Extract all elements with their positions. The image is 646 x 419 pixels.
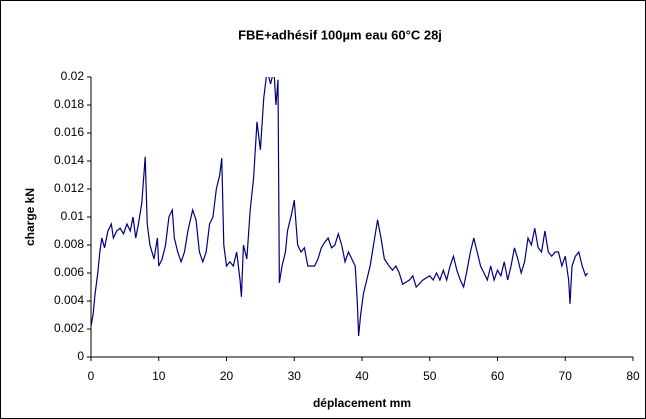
y-tick-label: 0.008 — [54, 237, 84, 251]
y-tick-label: 0.018 — [54, 97, 84, 111]
y-tick-label: 0.006 — [54, 265, 84, 279]
y-tick-label: 0.012 — [54, 181, 84, 195]
x-tick-label: 80 — [626, 369, 640, 383]
data-line — [91, 77, 589, 337]
y-tick-label: 0.014 — [54, 153, 84, 167]
y-axis-title: charge kN — [23, 188, 37, 246]
x-tick-label: 10 — [152, 369, 166, 383]
chart-title: FBE+adhésif 100µm eau 60°C 28j — [238, 27, 442, 42]
y-tick-label: 0.02 — [61, 69, 85, 83]
y-tick-label: 0.004 — [54, 293, 84, 307]
x-tick-label: 30 — [288, 369, 302, 383]
x-tick-label: 60 — [491, 369, 505, 383]
y-tick-label: 0.01 — [61, 209, 85, 223]
y-tick-label: 0 — [77, 349, 84, 363]
x-tick-label: 0 — [88, 369, 95, 383]
x-axis-title: déplacement mm — [313, 396, 411, 410]
y-tick-label: 0.016 — [54, 125, 84, 139]
x-tick-label: 40 — [355, 369, 369, 383]
x-tick-label: 50 — [423, 369, 437, 383]
x-tick-label: 70 — [559, 369, 573, 383]
x-tick-label: 20 — [220, 369, 234, 383]
y-tick-label: 0.002 — [54, 321, 84, 335]
